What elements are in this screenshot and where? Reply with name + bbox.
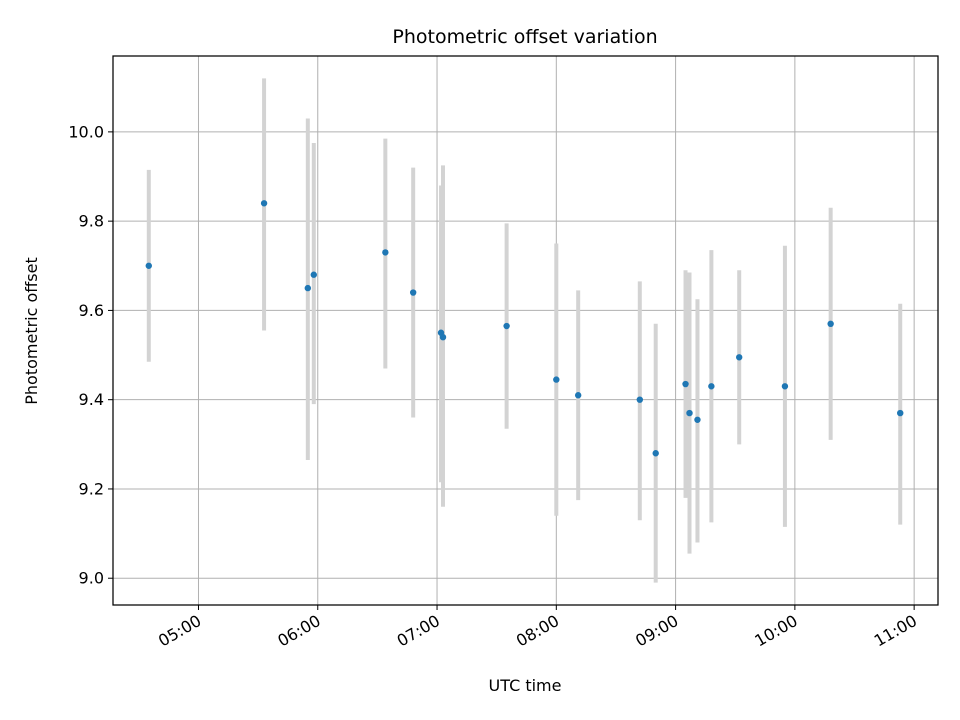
chart-title: Photometric offset variation bbox=[392, 26, 657, 48]
data-point bbox=[636, 396, 644, 403]
data-point bbox=[382, 249, 389, 256]
x-axis-label: UTC time bbox=[489, 676, 562, 695]
data-point bbox=[682, 380, 689, 388]
y-axis: 9.0 9.2 9.4 9.6 9.8 10.0 bbox=[68, 122, 113, 588]
data-point bbox=[304, 284, 312, 292]
y-tick-label: 9.4 bbox=[79, 390, 104, 409]
data-point bbox=[574, 392, 582, 399]
data-point bbox=[781, 383, 789, 390]
y-axis-label: Photometric offset bbox=[22, 257, 41, 405]
data-point bbox=[708, 383, 715, 390]
grid bbox=[113, 56, 938, 605]
data-point bbox=[145, 262, 152, 269]
data-point bbox=[827, 320, 834, 328]
data-point bbox=[652, 450, 659, 457]
y-tick-label: 10.0 bbox=[68, 122, 104, 141]
data-point bbox=[409, 289, 417, 296]
data-point bbox=[897, 409, 904, 417]
data-point bbox=[553, 376, 560, 383]
y-tick-label: 9.0 bbox=[79, 569, 104, 588]
data-points bbox=[145, 200, 904, 457]
data-point bbox=[736, 354, 743, 361]
data-point bbox=[503, 322, 510, 330]
plot-frame bbox=[112, 55, 939, 606]
data-point bbox=[439, 333, 447, 341]
data-point bbox=[310, 271, 317, 278]
data-point bbox=[686, 409, 693, 417]
data-point bbox=[260, 200, 268, 207]
y-tick-label: 9.2 bbox=[79, 479, 104, 498]
y-tick-label: 9.6 bbox=[79, 301, 104, 320]
y-tick-label: 9.8 bbox=[79, 212, 104, 231]
data-point bbox=[694, 416, 701, 423]
